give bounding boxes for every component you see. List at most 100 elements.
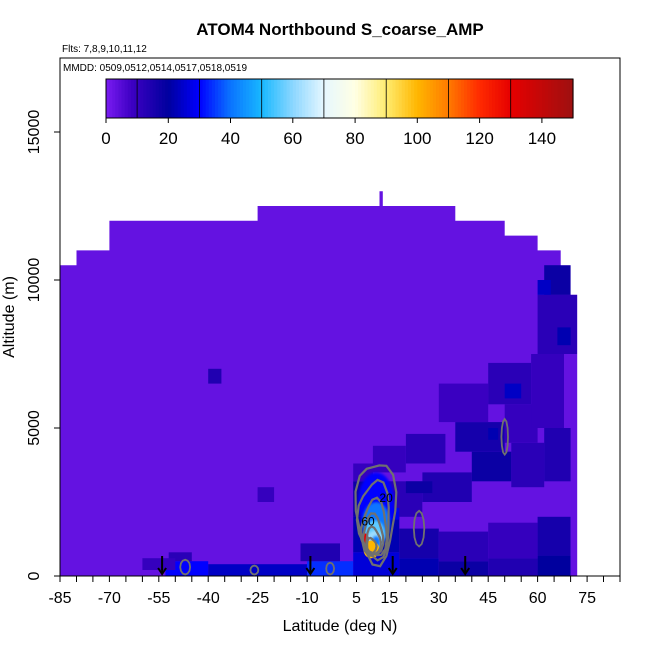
colorbar-segment — [345, 79, 350, 118]
colorbar-segment — [513, 79, 518, 118]
colorbar-segment — [193, 79, 197, 118]
colorbar-segment — [186, 79, 191, 118]
colorbar-segment — [277, 79, 281, 118]
colorbar-segment — [479, 79, 484, 118]
colorbar-segment — [140, 79, 144, 118]
colorbar-segment — [495, 79, 499, 118]
heatmap-cell — [353, 552, 400, 576]
colorbar-segment — [317, 79, 322, 118]
colorbar-tick-label: 100 — [403, 129, 431, 148]
colorbar-segment — [130, 79, 135, 118]
colorbar-tick-label: 20 — [159, 129, 178, 148]
x-axis-tick-label: -70 — [98, 590, 121, 607]
colorbar-segment — [398, 79, 403, 118]
contour-line — [325, 561, 336, 576]
heatmap-cell — [488, 428, 499, 440]
colorbar-segment — [510, 79, 515, 118]
colorbar-segment — [504, 79, 509, 118]
colorbar-segment — [389, 79, 394, 118]
colorbar-segment — [476, 79, 481, 118]
colorbar-segment — [286, 79, 291, 118]
colorbar-segment — [448, 79, 453, 118]
colorbar-segment — [383, 79, 387, 118]
colorbar-segment — [295, 79, 300, 118]
colorbar-segment — [485, 79, 490, 118]
colorbar-tick-label: 0 — [101, 129, 110, 148]
contour-line — [249, 564, 260, 576]
heatmap-cell — [307, 561, 354, 576]
colorbar-segment — [155, 79, 160, 118]
colorbar-segment — [420, 79, 425, 118]
colorbar-segment — [196, 79, 200, 118]
colorbar-segment — [414, 79, 418, 118]
colorbar-segment — [376, 79, 381, 118]
colorbar-segment — [442, 79, 446, 118]
colorbar-segment — [501, 79, 506, 118]
colorbar-segment — [355, 79, 359, 118]
colorbar-segment — [121, 79, 126, 118]
colorbar-segment — [112, 79, 116, 118]
contour-line — [500, 417, 509, 457]
colorbar-segment — [311, 79, 316, 118]
colorbar-segment — [233, 79, 238, 118]
heatmap-cell — [438, 383, 489, 423]
colorbar-segment — [106, 79, 110, 118]
heatmap-cell — [208, 368, 222, 384]
colorbar-segment — [432, 79, 437, 118]
y-axis-label: Altitude (m) — [1, 276, 18, 358]
colorbar-segment — [174, 79, 179, 118]
heatmap-cell — [165, 561, 209, 576]
colorbar-segment — [211, 79, 216, 118]
colorbar-segment — [544, 79, 549, 118]
colorbar-segment — [264, 79, 269, 118]
colorbar-segment — [526, 79, 531, 118]
colorbar-segment — [358, 79, 362, 118]
colorbar-segment — [411, 79, 415, 118]
colorbar-segment — [426, 79, 431, 118]
colorbar-segment — [492, 79, 496, 118]
colorbar-segment — [417, 79, 422, 118]
colorbar-segment — [299, 79, 303, 118]
colorbar-segment — [252, 79, 257, 118]
colorbar-segment — [336, 79, 341, 118]
colorbar-segment — [239, 79, 244, 118]
colorbar-segment — [137, 79, 141, 118]
x-axis-tick-label: -40 — [197, 590, 220, 607]
chart-title: ATOM4 Northbound S_coarse_AMP — [196, 20, 483, 39]
colorbar-segment — [541, 79, 546, 118]
colorbar-segment — [473, 79, 478, 118]
colorbar-segment — [557, 79, 562, 118]
colorbar-tick-label: 60 — [283, 129, 302, 148]
colorbar-segment — [236, 79, 241, 118]
heatmap-cell — [557, 327, 571, 346]
colorbar-segment — [386, 79, 390, 118]
heatmap-cell — [438, 531, 489, 562]
colorbar-segment — [224, 79, 229, 118]
colorbar-segment — [339, 79, 344, 118]
colorbar-segment — [158, 79, 163, 118]
colorbar-segment — [190, 79, 194, 118]
heatmap-cell — [142, 558, 176, 570]
colorbar-segment — [392, 79, 397, 118]
colorbar-segment — [127, 79, 132, 118]
x-axis-tick-label: 60 — [529, 590, 547, 607]
contour-line — [360, 496, 389, 557]
colorbar-segment — [274, 79, 278, 118]
contour-line — [365, 536, 378, 557]
colorbar-segment — [118, 79, 123, 118]
heatmap-cell — [488, 522, 538, 559]
colorbar-segment — [199, 79, 204, 118]
colorbar-tick-label: 140 — [528, 129, 556, 148]
colorbar-segment — [267, 79, 272, 118]
colorbar-tick-label: 120 — [465, 129, 493, 148]
colorbar-segment — [146, 79, 151, 118]
colorbar-segment — [249, 79, 253, 118]
colorbar-segment — [227, 79, 232, 118]
colorbar: 0 20 40 60 80 100 120 140 — [101, 78, 574, 148]
heatmap-cell — [471, 451, 512, 482]
x-axis-tick-label: -10 — [296, 590, 319, 607]
x-axis-tick-label: 75 — [578, 590, 596, 607]
colorbar-segment — [330, 79, 334, 118]
